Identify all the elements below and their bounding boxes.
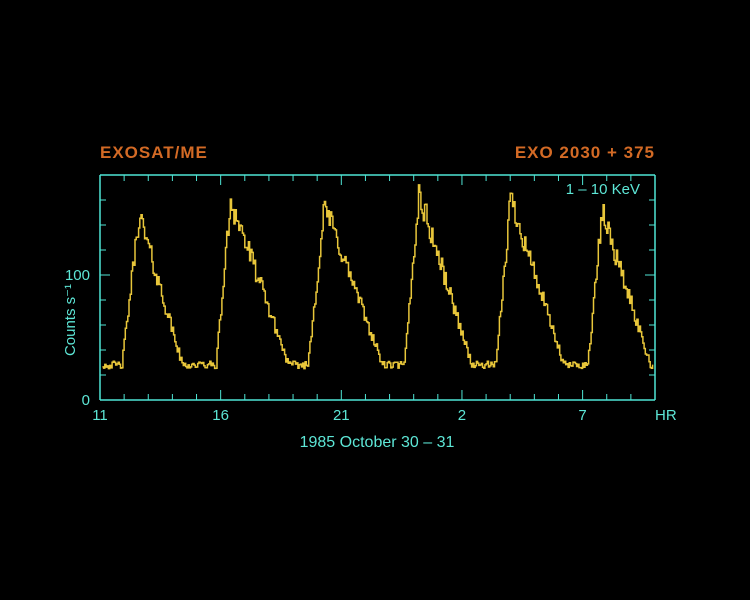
energy-range-label: 1 – 10 KeV (566, 181, 640, 198)
y-tick-label: 100 (65, 267, 90, 284)
x-tick-label: 7 (578, 407, 586, 424)
y-tick-label: 0 (82, 392, 90, 409)
chart-stage: 11 16 21 2 7 0 100 EXOSAT/ME EXO 2030 + 375 1 … (0, 0, 750, 600)
plot-svg: 11 16 21 2 7 0 100 (0, 0, 750, 600)
title-left: EXOSAT/ME (100, 143, 208, 163)
x-axis-unit-label: HR (655, 407, 677, 424)
x-tick-label: 2 (458, 407, 466, 424)
lightcurve-series (102, 185, 652, 369)
x-tick-label: 11 (92, 407, 108, 424)
x-tick-label: 16 (212, 407, 229, 424)
date-subtitle: 1985 October 30 – 31 (300, 434, 455, 452)
title-right: EXO 2030 + 375 (515, 143, 655, 163)
x-tick-label: 21 (333, 407, 350, 424)
y-axis-label: Counts s⁻¹ (61, 284, 79, 356)
